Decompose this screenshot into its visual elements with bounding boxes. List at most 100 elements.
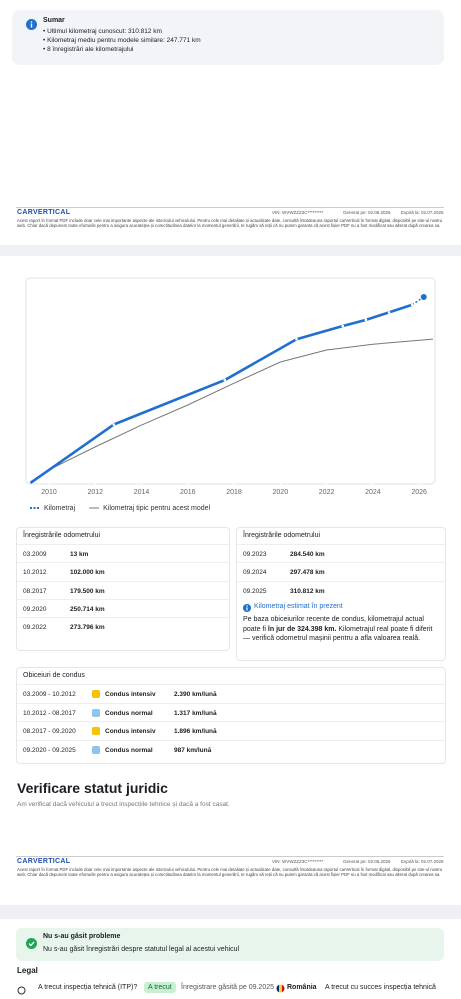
x-tick-label: 2018: [226, 489, 242, 496]
table-row: 10.2012 102.000 km: [17, 562, 229, 581]
date: 03.2009: [23, 551, 47, 558]
point: [410, 303, 414, 307]
plot-frame: [25, 277, 436, 485]
logo: CARVERTICAL: [17, 209, 71, 216]
x-tick-label: 2026: [411, 489, 427, 496]
summary-card: Sumar • Ultimul kilometraj cunoscut: 310…: [12, 10, 444, 65]
mileage: 310.812 km: [290, 587, 325, 595]
summary-title: Sumar: [43, 17, 65, 24]
logo: CARVERTICAL: [17, 858, 71, 865]
mileage: 297.478 km: [290, 569, 325, 577]
x-tick-label: 2022: [319, 489, 335, 496]
vin: VIN: WVWZZZ3C*********: [272, 210, 324, 215]
date: 09.2025: [243, 587, 267, 595]
date: 09.2024: [243, 569, 267, 577]
summary-item: • Kilometraj mediu pentru modele similar…: [43, 37, 201, 44]
rate: 1.896 km/lună: [174, 728, 217, 735]
generated: Generat pe: 02.06.2026: [343, 859, 391, 864]
mileage: 102.000 km: [70, 569, 105, 577]
line: [30, 338, 434, 483]
text: Kilometrajul real poate fi diferit — ver…: [243, 625, 433, 643]
date: 09.2023: [243, 551, 267, 558]
table-row: 09.2020 250.714 km: [17, 598, 229, 618]
table-title: Înregistrările odometrului: [23, 532, 101, 539]
table-row: 08.2017 179.500 km: [17, 580, 229, 600]
legal-result: A trecut cu succes inspecția tehnică: [325, 984, 436, 991]
divider: [16, 207, 444, 208]
radio: [17, 986, 26, 995]
x-tick-label: 2014: [134, 489, 150, 496]
table-title: Obiceiuri de condus: [23, 672, 85, 679]
mileage: 250.714 km: [70, 605, 105, 613]
status-card: Nu s-au găsit probleme Nu s-au găsit înr…: [16, 928, 444, 961]
mileage: 273.796 km: [70, 624, 105, 632]
rate: 1.317 km/lună: [174, 709, 217, 717]
swatch: [92, 708, 100, 717]
table-row: 09.2022 273.796 km: [17, 617, 229, 636]
swatch: [92, 745, 100, 754]
point: [364, 318, 368, 322]
summary-item: • 8 înregistrări ale kilometrajului: [43, 46, 134, 53]
info-icon: [26, 19, 37, 30]
section-subtitle: Am verificat dacă vehiculul a trecut ins…: [17, 801, 230, 808]
period: 03.2009 - 10.2012: [23, 691, 76, 698]
disclaimer: Acest raport în format PDF include doar …: [17, 218, 443, 229]
estimate-title: Kilometraj estimat în prezent: [254, 603, 343, 610]
generated: Generat pe: 02.06.2026: [343, 210, 391, 215]
x-tick-label: 2016: [180, 489, 196, 496]
period: 10.2012 - 08.2017: [23, 709, 76, 717]
flag: [276, 984, 285, 993]
date: 08.2017: [23, 587, 47, 595]
chart: 2010 2012 2014 2016 2018 2020 2022 2024 2026 Kilo…: [25, 277, 436, 512]
page-break: [0, 905, 461, 919]
vin: VIN: WVWZZZ3C*********: [272, 859, 324, 864]
table-row: 03.2009 13 km: [17, 544, 229, 563]
swatch: [92, 727, 100, 735]
mileage: 179.500 km: [70, 587, 105, 595]
disclaimer: Acest raport în format PDF include doar …: [17, 867, 443, 878]
habit: Condus intensiv: [105, 728, 156, 735]
point: [387, 311, 391, 314]
date: 09.2022: [23, 624, 47, 632]
text-bold: în jur de 324.398 km.: [267, 625, 337, 633]
table-row: 10.2012 - 08.2017 Condus normal 1.317 km/l…: [17, 702, 445, 722]
estimate-point: [419, 292, 428, 301]
rate: 987 km/lună: [174, 746, 212, 754]
legend-label: Kilometraj: [44, 505, 76, 512]
point: [112, 423, 116, 426]
legal-country: România: [287, 984, 317, 991]
footer: CARVERTICAL VIN: WVWZZZ3C********* Generat…: [0, 206, 461, 242]
habits-table: Obiceiuri de condus 03.2009 - 10.2012 Cond…: [16, 667, 446, 764]
divider: [16, 856, 444, 857]
legal-question: A trecut inspecția tehnică (ITP)?: [38, 984, 138, 991]
habit: Condus normal: [105, 746, 153, 754]
point: [223, 378, 227, 382]
x-tick-label: 2010: [41, 489, 57, 496]
line: [29, 303, 413, 485]
point: [295, 337, 298, 341]
date: 09.2020: [23, 605, 47, 613]
date: 10.2012: [23, 569, 47, 577]
footer: CARVERTICAL VIN: WVWZZZ3C********* Generat…: [0, 855, 461, 891]
summary-item: • Ultimul kilometraj cunoscut: 310.812 k…: [43, 28, 162, 35]
expires: Expiră la: 02.07.2026: [401, 859, 444, 864]
period: 09.2020 - 09.2025: [23, 746, 76, 754]
table-row: 09.2025 310.812 km: [237, 580, 445, 600]
table-row: 09.2023 284.540 km: [237, 544, 445, 563]
table-row: 09.2024 297.478 km: [237, 562, 445, 581]
mileage: 284.540 km: [290, 551, 325, 558]
habit: Condus intensiv: [105, 691, 156, 698]
section-title: Verificare statut juridic: [17, 780, 168, 796]
swatch: [92, 690, 100, 698]
odometer-table: Kilometraj estimat în prezent Pe baza ob…: [236, 527, 446, 661]
table-title: Înregistrările odometrului: [243, 532, 321, 539]
period: 08.2017 - 09.2020: [23, 728, 76, 735]
legend-label: Kilometraj tipic pentru acest model: [103, 505, 210, 512]
expires: Expiră la: 02.07.2026: [401, 210, 444, 215]
status-text: Nu s-au găsit înregistrări despre statut…: [43, 946, 240, 953]
badge: A trecut: [144, 982, 176, 993]
legal-title: Legal: [17, 966, 38, 975]
page-break: [0, 245, 461, 256]
x-tick-label: 2020: [273, 489, 289, 496]
